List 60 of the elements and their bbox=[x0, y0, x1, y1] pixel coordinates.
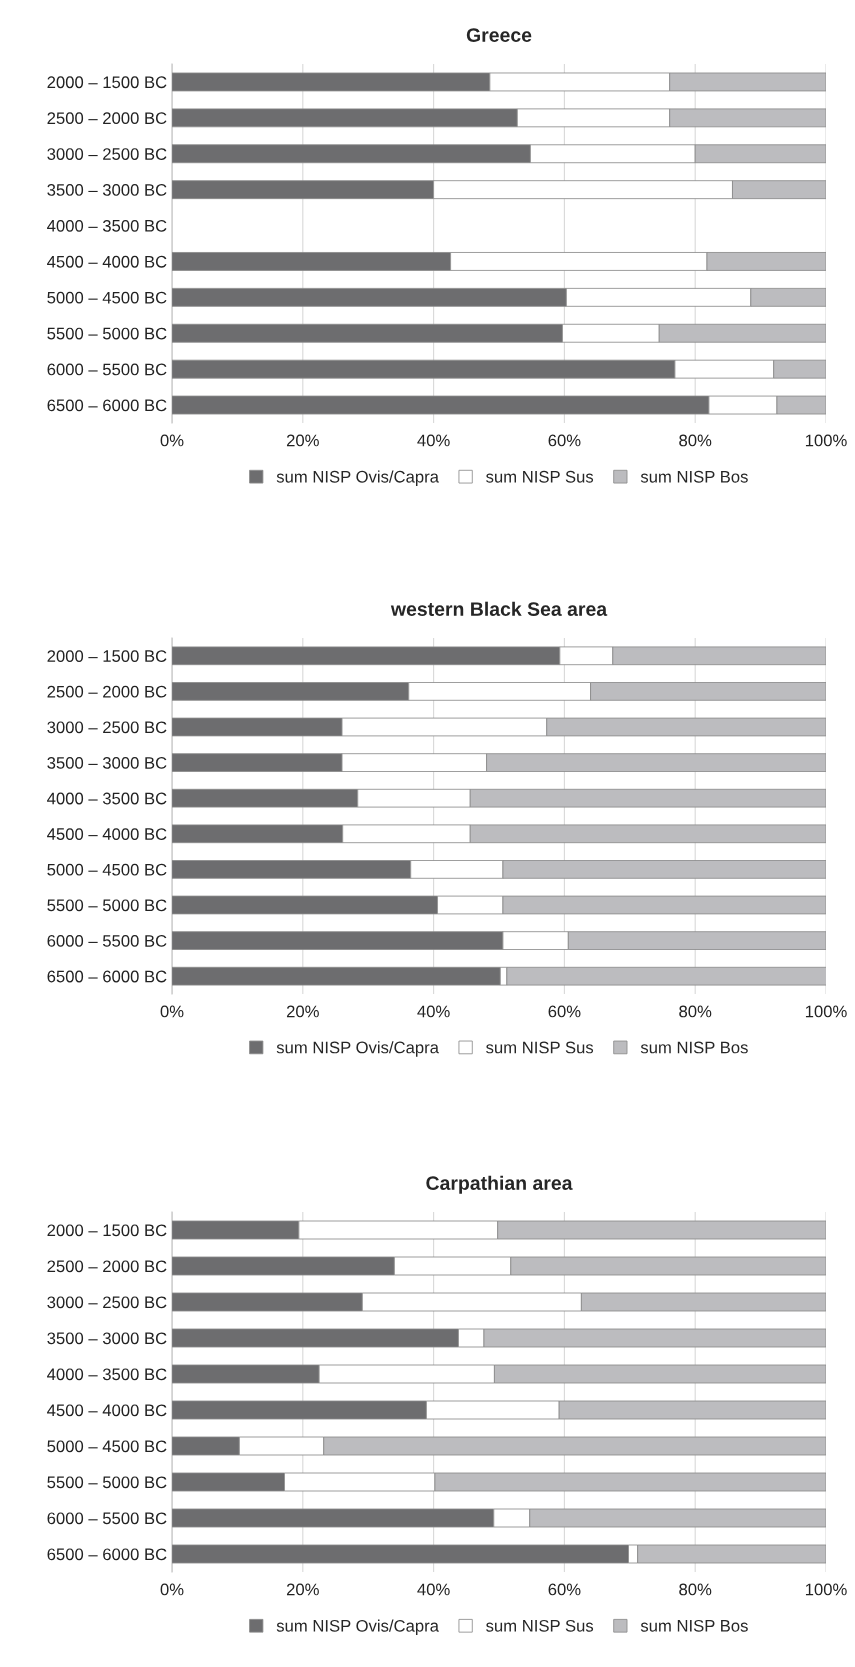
legend-label: sum NISP Sus bbox=[486, 470, 594, 483]
x-tick-label: 100% bbox=[805, 1583, 847, 1596]
y-tick-label: 3500 – 3000 BC bbox=[47, 757, 167, 769]
x-tick-label: 40% bbox=[417, 1583, 450, 1596]
y-tick-label: 6500 – 6000 BC bbox=[47, 970, 167, 983]
y-tick-label: 4500 – 4000 BC bbox=[47, 828, 167, 840]
y-tick-label: 4500 – 4000 BC bbox=[47, 255, 167, 268]
y-tick-label: 4000 – 3500 BC bbox=[47, 219, 167, 232]
legend-label: sum NISP Ovis/Capra bbox=[276, 1041, 439, 1057]
x-tick-label: 20% bbox=[286, 434, 319, 447]
y-tick-label: 6000 – 5500 BC bbox=[47, 363, 167, 376]
x-tick-label: 80% bbox=[679, 1005, 712, 1018]
y-tick-label: 3000 – 2500 BC bbox=[47, 721, 167, 734]
y-tick-label: 2000 – 1500 BC bbox=[47, 650, 167, 662]
y-tick-label: 2000 – 1500 BC bbox=[47, 1224, 167, 1237]
x-tick-label: 100% bbox=[805, 1005, 847, 1018]
x-tick-label: 0% bbox=[160, 434, 184, 447]
y-tick-label: 6000 – 5500 BC bbox=[47, 1512, 167, 1525]
x-tick-label: 80% bbox=[679, 1583, 712, 1596]
y-tick-label: 5500 – 5000 BC bbox=[47, 899, 167, 912]
chart-title: western Black Sea area bbox=[390, 601, 608, 616]
chart-title: Carpathian area bbox=[426, 1175, 573, 1194]
y-tick-label: 3500 – 3000 BC bbox=[47, 184, 167, 196]
y-tick-label: 6500 – 6000 BC bbox=[47, 399, 167, 412]
x-tick-label: 60% bbox=[548, 434, 581, 447]
y-tick-label: 4500 – 4000 BC bbox=[47, 1404, 167, 1417]
legend-label: sum NISP Sus bbox=[486, 1619, 594, 1632]
y-tick-label: 5000 – 4500 BC bbox=[47, 1440, 167, 1453]
x-tick-label: 20% bbox=[286, 1005, 319, 1018]
x-tick-label: 60% bbox=[548, 1583, 581, 1596]
x-tick-label: 100% bbox=[805, 434, 847, 447]
legend-label: sum NISP Ovis/Capra bbox=[276, 1619, 439, 1636]
y-tick-label: 5000 – 4500 BC bbox=[47, 863, 167, 876]
y-tick-label: 4000 – 3500 BC bbox=[47, 792, 167, 805]
x-tick-label: 40% bbox=[417, 434, 450, 447]
x-tick-label: 80% bbox=[679, 434, 712, 447]
y-tick-label: 5500 – 5000 BC bbox=[47, 327, 167, 340]
y-tick-label: 3000 – 2500 BC bbox=[47, 1296, 167, 1309]
y-tick-label: 3000 – 2500 BC bbox=[47, 148, 167, 160]
x-tick-label: 40% bbox=[417, 1005, 450, 1018]
chart-title: Greece bbox=[466, 28, 532, 42]
y-tick-label: 2500 – 2000 BC bbox=[47, 1260, 167, 1273]
y-tick-label: 3500 – 3000 BC bbox=[47, 1332, 167, 1345]
x-tick-label: 60% bbox=[548, 1005, 581, 1018]
y-tick-label: 2000 – 1500 BC bbox=[47, 76, 167, 89]
y-tick-label: 5000 – 4500 BC bbox=[47, 291, 167, 304]
legend-label: sum NISP Bos bbox=[640, 1619, 748, 1632]
y-tick-label: 2500 – 2000 BC bbox=[47, 112, 167, 125]
legend-label: sum NISP Bos bbox=[640, 1041, 748, 1054]
y-tick-label: 4000 – 3500 BC bbox=[47, 1368, 167, 1381]
y-tick-label: 5500 – 5000 BC bbox=[47, 1476, 167, 1489]
legend-label: sum NISP Ovis/Capra bbox=[276, 470, 439, 486]
y-tick-label: 6500 – 6000 BC bbox=[47, 1548, 167, 1561]
legend-label: sum NISP Sus bbox=[486, 1041, 594, 1054]
legend-label: sum NISP Bos bbox=[640, 470, 748, 483]
y-tick-label: 2500 – 2000 BC bbox=[47, 685, 167, 698]
y-tick-label: 6000 – 5500 BC bbox=[47, 935, 167, 947]
x-tick-label: 0% bbox=[160, 1005, 184, 1018]
x-tick-label: 20% bbox=[286, 1583, 319, 1596]
x-tick-label: 0% bbox=[160, 1583, 184, 1596]
